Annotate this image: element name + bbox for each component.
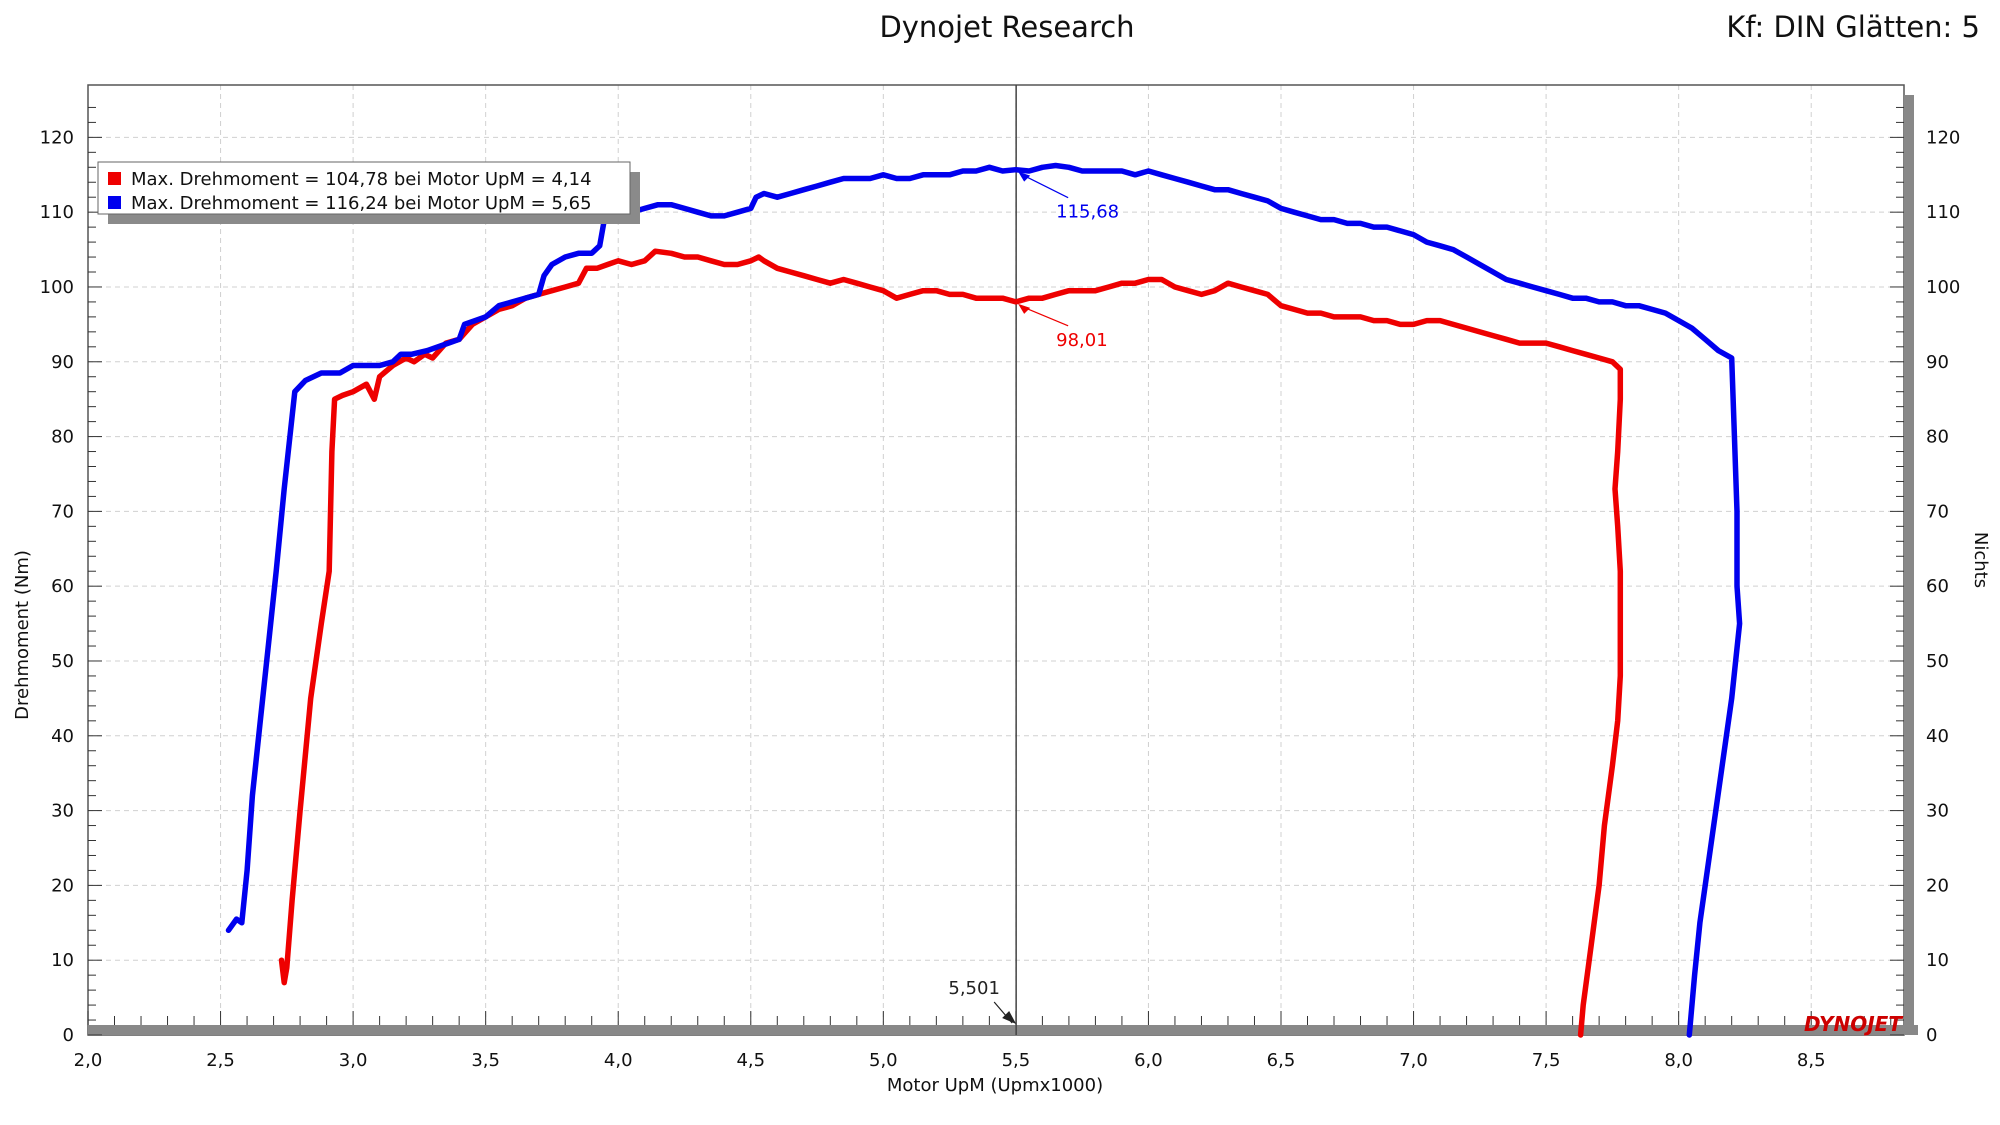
settings-label: Kf: DIN Glätten: 5 xyxy=(1726,10,1980,44)
x-tick-label: 7,0 xyxy=(1399,1050,1428,1071)
y2-tick-label: 10 xyxy=(1926,950,1949,971)
y-tick-label: 50 xyxy=(51,651,74,672)
cursor-x-arrow xyxy=(1002,1011,1017,1024)
y2-tick-label: 110 xyxy=(1926,202,1960,223)
y2-tick-label: 0 xyxy=(1926,1025,1937,1046)
y-tick-label: 120 xyxy=(40,127,74,148)
x-tick-label: 8,0 xyxy=(1664,1050,1693,1071)
y2-tick-label: 100 xyxy=(1926,277,1960,298)
x-tick-label: 6,0 xyxy=(1134,1050,1163,1071)
x-tick-label: 3,5 xyxy=(471,1050,500,1071)
y-tick-label: 110 xyxy=(40,202,74,223)
x-tick-label: 2,5 xyxy=(206,1050,235,1071)
y2-tick-label: 70 xyxy=(1926,501,1949,522)
x-axis-label: Motor UpM (Upmx1000) xyxy=(887,1075,1103,1096)
y2-tick-label: 20 xyxy=(1926,875,1949,896)
y-tick-label: 60 xyxy=(51,576,74,597)
dynojet-logo: DYNOJET xyxy=(1804,1012,1903,1036)
y-tick-label: 70 xyxy=(51,501,74,522)
x-tick-label: 2,0 xyxy=(74,1050,103,1071)
y-tick-label: 20 xyxy=(51,875,74,896)
legend-swatch-2 xyxy=(108,196,121,209)
y-tick-label: 80 xyxy=(51,427,74,448)
x-tick-label: 8,5 xyxy=(1797,1050,1826,1071)
y2-tick-label: 50 xyxy=(1926,651,1949,672)
y-tick-labels: 0 0 10 10 20 20 30 30 40 40 50 50 60 60 70 70 80 80 90 90 10… xyxy=(40,127,1961,1046)
x-tick-label: 3,0 xyxy=(339,1050,368,1071)
y-tick-label: 30 xyxy=(51,801,74,822)
cursor-value-label-1: 98,01 xyxy=(1056,330,1108,351)
x-tick-labels: 2,0 2,5 3,0 3,5 4,0 4,5 5,0 5,5 6,0 6,5 7,0 7,5 8,0 8… xyxy=(74,1050,1826,1071)
cursor-x-label: 5,501 xyxy=(948,978,1000,999)
y-tick-label: 10 xyxy=(51,950,74,971)
y2-axis-label: Nichts xyxy=(1970,532,1991,588)
y2-tick-label: 80 xyxy=(1926,427,1949,448)
x-tick-label: 4,5 xyxy=(736,1050,765,1071)
legend-entry-2: Max. Drehmoment = 116,24 bei Motor UpM =… xyxy=(131,193,592,214)
x-tick-label: 4,0 xyxy=(604,1050,633,1071)
y2-axis-bar xyxy=(1904,95,1914,1035)
cursor-annotation-arrow xyxy=(1018,171,1031,182)
axis-ticks xyxy=(87,106,1904,1036)
cursor-annotation-arrow xyxy=(1018,303,1031,314)
y-tick-label: 40 xyxy=(51,726,74,747)
cursor-value-label-2: 115,68 xyxy=(1056,202,1119,223)
y-tick-label: 90 xyxy=(51,352,74,373)
y2-tick-label: 30 xyxy=(1926,801,1949,822)
x-tick-label: 6,5 xyxy=(1267,1050,1296,1071)
x-axis-bar xyxy=(88,1025,1918,1035)
legend-swatch-1 xyxy=(108,172,121,185)
legend-box xyxy=(97,161,631,215)
legend-entry-1: Max. Drehmoment = 104,78 bei Motor UpM =… xyxy=(131,169,592,190)
plot-area: 2,0 2,5 3,0 3,5 4,0 4,5 5,0 5,5 6,0 6,5 7,0 7,5 8,0 8… xyxy=(40,84,1961,1071)
x-tick-label: 5,5 xyxy=(1002,1050,1031,1071)
y-tick-label: 100 xyxy=(40,277,74,298)
x-tick-label: 7,5 xyxy=(1532,1050,1561,1071)
chart-title: Dynojet Research xyxy=(879,10,1134,44)
y2-tick-label: 40 xyxy=(1926,726,1949,747)
x-tick-label: 5,0 xyxy=(869,1050,898,1071)
y2-tick-label: 60 xyxy=(1926,576,1949,597)
y2-tick-label: 120 xyxy=(1926,127,1960,148)
y-tick-label: 0 xyxy=(63,1025,74,1046)
plot-background xyxy=(88,85,1904,1035)
y2-tick-label: 90 xyxy=(1926,352,1949,373)
y-axis-label: Drehmoment (Nm) xyxy=(12,550,33,720)
series-line-2 xyxy=(225,162,1743,1038)
